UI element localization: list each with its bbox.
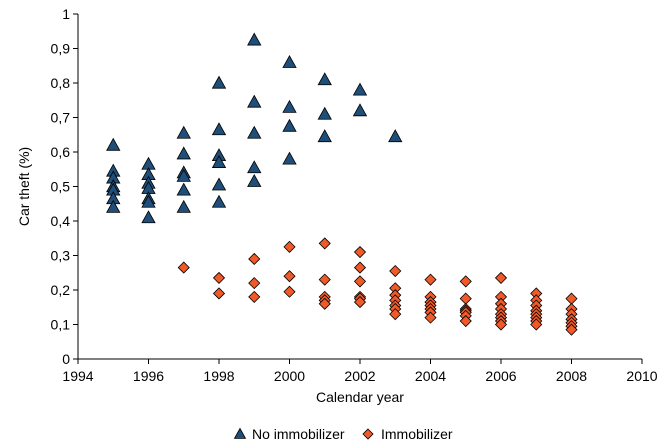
- triangle-point: [247, 160, 262, 174]
- triangle-point: [211, 75, 227, 89]
- diamond-point: [212, 287, 226, 300]
- x-axis-title: Calendar year: [316, 389, 404, 405]
- triangle-point: [106, 199, 121, 213]
- legend-label: No immobilizer: [252, 426, 345, 442]
- diamond-point: [424, 311, 437, 324]
- diamond-point: [565, 323, 578, 336]
- legend: No immobilizer Immobilizer: [233, 426, 453, 442]
- triangle-point: [317, 106, 332, 120]
- triangle-point: [282, 118, 297, 132]
- diamond-point: [494, 318, 508, 331]
- y-tick-label: 0,9: [51, 41, 71, 57]
- x-tick-label: 1994: [62, 368, 93, 384]
- triangle-point: [282, 99, 297, 113]
- x-tick-label: 2004: [415, 368, 446, 384]
- y-tick-label: 0,1: [51, 317, 71, 333]
- diamond-point: [283, 270, 296, 283]
- triangle-point: [211, 194, 227, 208]
- legend-label: Immobilizer: [381, 426, 453, 442]
- x-tick-label: 2002: [344, 368, 375, 384]
- triangle-point: [247, 125, 262, 139]
- y-tick-label: 0,8: [51, 75, 71, 91]
- y-tick-label: 0,3: [51, 248, 71, 264]
- series-no-immobilizer: [106, 32, 403, 224]
- y-tick-label: 0,2: [51, 282, 71, 298]
- triangle-point: [317, 72, 332, 86]
- x-tick-label: 2010: [626, 368, 657, 384]
- diamond-point: [283, 285, 296, 298]
- triangle-point: [176, 125, 191, 139]
- triangle-point: [141, 194, 156, 208]
- triangle-point: [211, 122, 227, 136]
- triangle-point: [211, 155, 227, 168]
- y-tick-label: 0,5: [51, 179, 71, 195]
- diamond-point: [389, 264, 402, 278]
- triangle-point: [247, 32, 262, 46]
- diamond-point: [389, 308, 402, 321]
- triangle-point: [176, 182, 191, 196]
- x-tick-label: 1998: [203, 368, 234, 384]
- triangle-point: [247, 174, 262, 187]
- legend-triangle-icon: [233, 427, 247, 439]
- triangle-point: [176, 199, 191, 213]
- diamond-point: [353, 275, 367, 288]
- diamond-point: [177, 261, 190, 274]
- triangle-point: [352, 103, 368, 117]
- x-ticks: 1994 1996 1998 2000 2002 2004 2006 2008 2010: [62, 359, 658, 384]
- diamond-point: [248, 290, 261, 303]
- diamond-point: [353, 296, 367, 309]
- y-axis-title: Car theft (%): [16, 147, 32, 226]
- y-tick-label: 0,6: [51, 144, 71, 160]
- diamond-point: [318, 297, 331, 310]
- diamond-point: [212, 271, 226, 284]
- legend-diamond-icon: [362, 428, 374, 440]
- series-immobilizer: [177, 237, 578, 336]
- y-tick-label: 0,4: [51, 213, 71, 229]
- diamond-point: [353, 261, 367, 274]
- diamond-point: [248, 252, 261, 266]
- x-tick-label: 2000: [274, 368, 305, 384]
- diamond-point: [283, 240, 296, 253]
- triangle-point: [106, 137, 121, 151]
- triangle-point: [352, 82, 368, 96]
- diamond-point: [424, 273, 437, 286]
- diamond-point: [459, 275, 472, 288]
- y-tick-label: 0: [62, 351, 70, 367]
- diamond-point: [530, 318, 543, 331]
- x-tick-label: 2008: [556, 368, 587, 384]
- triangle-point: [176, 146, 191, 160]
- triangle-point: [317, 129, 332, 143]
- diamond-point: [318, 273, 331, 286]
- triangle-point: [282, 54, 297, 68]
- y-tick-label: 1: [62, 6, 70, 22]
- diamond-point: [459, 314, 472, 328]
- y-tick-label: 0,7: [51, 110, 71, 126]
- triangle-point: [141, 210, 156, 224]
- diamond-point: [459, 292, 472, 305]
- diamond-point: [353, 245, 367, 259]
- triangle-point: [176, 168, 191, 182]
- x-tick-label: 2006: [485, 368, 516, 384]
- triangle-point: [282, 151, 297, 165]
- diamond-point: [318, 237, 331, 250]
- diamond-point: [494, 271, 508, 284]
- x-tick-label: 1996: [133, 368, 164, 384]
- y-ticks: 0 0,1 0,2 0,3 0,4 0,5 0,6 0,7 0,8 0,9 1: [51, 6, 78, 367]
- triangle-point: [211, 177, 227, 191]
- data-points: [106, 32, 578, 336]
- diamond-point: [565, 292, 578, 305]
- triangle-point: [247, 94, 262, 108]
- triangle-point: [388, 129, 403, 143]
- axes: 00,10,20,30,40,50,60,70,80,91 1994 1996 19…: [51, 6, 658, 384]
- diamond-point: [248, 277, 261, 290]
